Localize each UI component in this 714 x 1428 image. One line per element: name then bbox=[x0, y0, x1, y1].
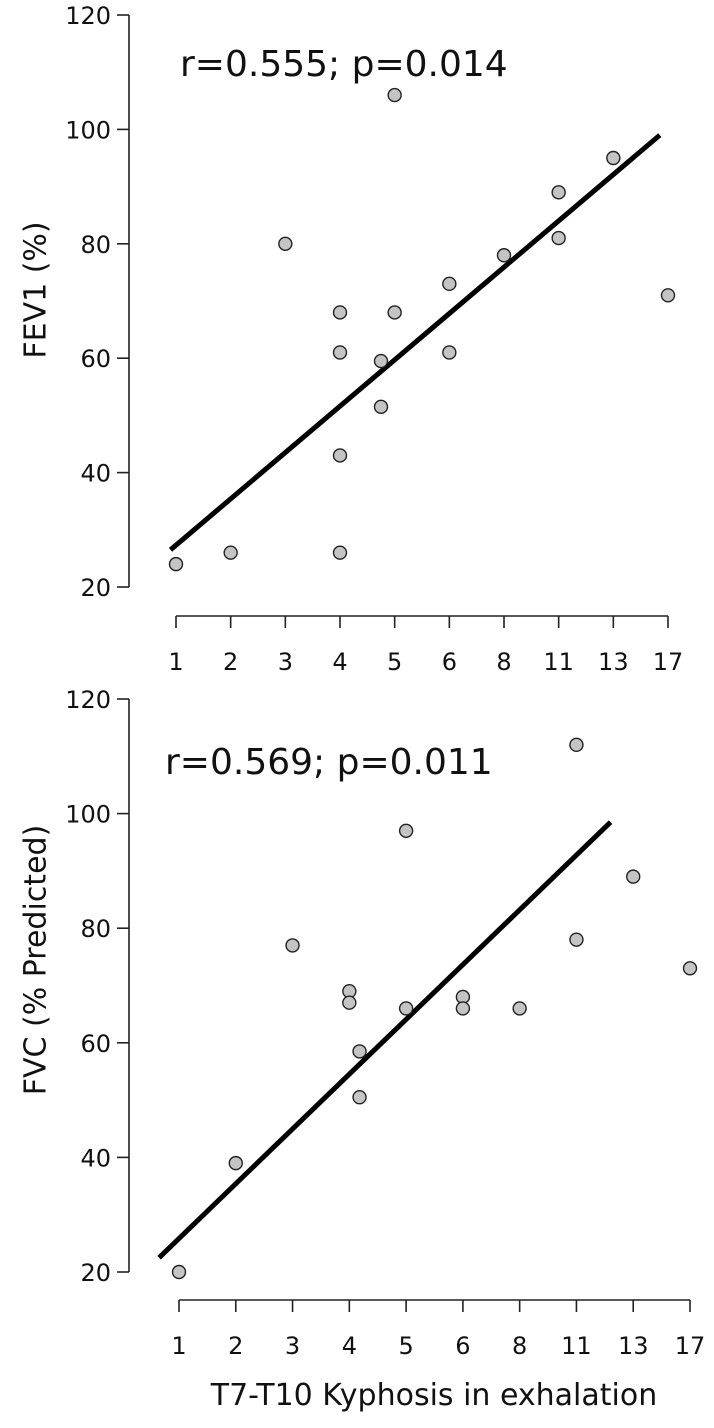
chart-0-data-point-15 bbox=[551, 230, 566, 246]
chart-0-data-point-8 bbox=[373, 399, 389, 415]
chart-1-data-point-2 bbox=[285, 938, 300, 953]
chart-0-data-point-1 bbox=[223, 545, 238, 560]
chart-1-data-point-0 bbox=[171, 1264, 187, 1280]
chart-0-y-tick-label-60: 60 bbox=[80, 345, 111, 373]
chart-0-x-tick-label-6: 6 bbox=[442, 648, 457, 676]
chart-0-regression-line bbox=[168, 133, 662, 552]
chart-1-x-tick-label-8: 8 bbox=[512, 1332, 527, 1360]
chart-1-data-point-6 bbox=[352, 1090, 367, 1105]
chart-0-x-tick-label-5: 5 bbox=[387, 648, 402, 676]
chart-0-x-tick-label-4: 4 bbox=[332, 648, 347, 676]
chart-1-data-point-11 bbox=[512, 1001, 527, 1016]
chart-1-x-tick-label-11: 11 bbox=[561, 1332, 592, 1360]
chart-0-y-tick-label-40: 40 bbox=[80, 460, 111, 488]
chart-0-data-point-5 bbox=[332, 448, 348, 463]
chart-1-data-point-12 bbox=[569, 737, 584, 753]
chart-1-y-axis-label: FVC (% Predicted) bbox=[19, 825, 54, 1096]
chart-1-x-axis-label: T7-T10 Kyphosis in exhalation bbox=[210, 1378, 657, 1413]
chart-0-data-point-13 bbox=[496, 248, 512, 263]
chart-1-x-tick-label-6: 6 bbox=[455, 1332, 470, 1360]
chart-0-y-tick-label-120: 120 bbox=[65, 2, 111, 30]
chart-1-correlation-annotation: r=0.569; p=0.011 bbox=[165, 742, 493, 783]
chart-0-x-tick-label-8: 8 bbox=[496, 648, 511, 676]
chart-1-x-tick-label-3: 3 bbox=[285, 1332, 300, 1360]
chart-0-data-point-6 bbox=[332, 545, 348, 560]
chart-1-y-tick-label-60: 60 bbox=[80, 1030, 111, 1058]
chart-1-y-tick-label-100: 100 bbox=[65, 801, 111, 829]
chart-1-regression-line bbox=[157, 820, 613, 1260]
chart-1-y-tick-label-20: 20 bbox=[80, 1259, 111, 1287]
chart-1-data-point-5 bbox=[352, 1044, 367, 1059]
chart-0-data-point-7 bbox=[373, 353, 389, 369]
chart-1-data-point-13 bbox=[569, 932, 584, 947]
chart-0-x-tick-label-17: 17 bbox=[653, 648, 684, 676]
chart-0-y-axis-label: FEV1 (%) bbox=[19, 221, 54, 358]
chart-1-data-point-10 bbox=[455, 1001, 471, 1016]
chart-0-correlation-annotation: r=0.555; p=0.014 bbox=[180, 44, 508, 85]
chart-0-data-point-11 bbox=[442, 276, 457, 292]
chart-0-data-point-9 bbox=[387, 305, 402, 320]
chart-0-y-tick-label-100: 100 bbox=[65, 116, 111, 144]
chart-1-x-tick-label-13: 13 bbox=[618, 1332, 649, 1360]
chart-1-data-point-14 bbox=[626, 869, 641, 884]
chart-1-x-tick-label-4: 4 bbox=[342, 1332, 357, 1360]
chart-1-data-point-4 bbox=[342, 995, 357, 1010]
chart-0-x-tick-label-3: 3 bbox=[278, 648, 293, 676]
chart-0-data-point-12 bbox=[442, 345, 457, 360]
chart-0-data-point-3 bbox=[332, 305, 348, 320]
chart-0-x-tick-label-13: 13 bbox=[598, 648, 629, 676]
chart-0-y-tick-label-20: 20 bbox=[80, 574, 111, 602]
fvc-panel: 20 40 60 80 100 120 1 2 3 4 5 6 8 11 13 17 FVC (% Predic… bbox=[19, 686, 706, 1413]
chart-0-data-point-14 bbox=[551, 185, 566, 200]
chart-1-y-tick-label-80: 80 bbox=[80, 915, 111, 943]
chart-0-data-point-0 bbox=[168, 556, 184, 572]
chart-0-data-point-17 bbox=[660, 288, 676, 303]
chart-1-data-point-1 bbox=[228, 1155, 243, 1171]
chart-1-data-point-15 bbox=[682, 961, 698, 976]
chart-0-data-point-4 bbox=[332, 345, 348, 360]
chart-0-data-point-10 bbox=[387, 87, 402, 103]
chart-0-x-tick-label-11: 11 bbox=[543, 648, 574, 676]
chart-1-data-point-8 bbox=[398, 1001, 414, 1016]
chart-1-x-tick-label-5: 5 bbox=[398, 1332, 413, 1360]
chart-0-data-point-2 bbox=[278, 236, 293, 252]
chart-1-x-tick-label-2: 2 bbox=[228, 1332, 243, 1360]
chart-1-x-tick-label-17: 17 bbox=[675, 1332, 706, 1360]
chart-1-data-point-7 bbox=[398, 823, 414, 838]
chart-0-x-tick-label-1: 1 bbox=[168, 648, 183, 676]
chart-0-x-tick-label-2: 2 bbox=[223, 648, 238, 676]
chart-1-x-tick-label-1: 1 bbox=[171, 1332, 186, 1360]
chart-0-y-tick-label-80: 80 bbox=[80, 231, 111, 259]
chart-1-y-tick-label-120: 120 bbox=[65, 686, 111, 714]
fev1-panel: 20 40 60 80 100 120 1 2 3 4 5 6 8 11 13 17 FEV1 (%) r=0.5… bbox=[19, 2, 684, 676]
chart-0-data-point-16 bbox=[606, 150, 621, 166]
chart-1-y-tick-label-40: 40 bbox=[80, 1144, 111, 1172]
